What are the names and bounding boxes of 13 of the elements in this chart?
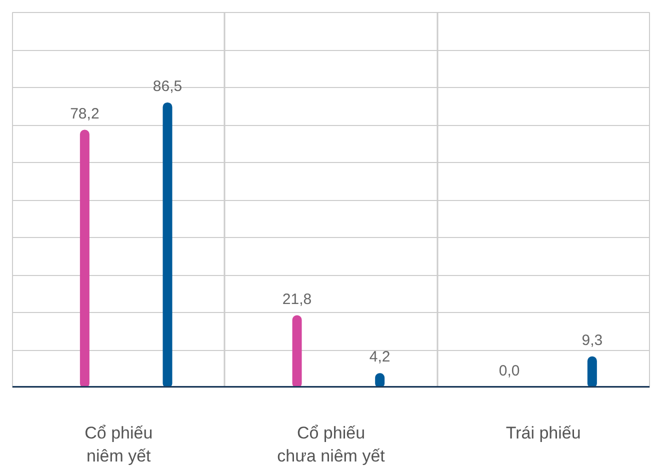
bar	[587, 356, 597, 388]
x-tick-label: Cổ phiếu chưa niêm yết	[277, 424, 386, 466]
data-label: 86,5	[152, 78, 182, 95]
data-label: 78,2	[70, 105, 100, 122]
data-label: 9,3	[582, 332, 603, 349]
bar	[162, 102, 172, 388]
data-label: 0,0	[498, 362, 520, 380]
bar	[80, 130, 90, 388]
data-label: 4,2	[369, 348, 390, 366]
x-tick-label: Cổ phiếu niêm yết	[84, 424, 153, 466]
bar	[292, 315, 302, 388]
x-tick-label: Trái phiếu	[506, 424, 581, 442]
data-label: 21,8	[282, 290, 312, 308]
